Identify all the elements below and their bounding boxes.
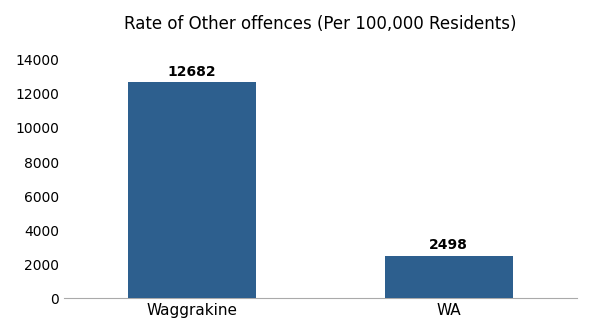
Text: 12682: 12682 (168, 65, 216, 79)
Bar (128, 82, 256, 298)
Text: 2498: 2498 (429, 238, 468, 252)
Bar (385, 256, 513, 298)
Title: Rate of Other offences (Per 100,000 Residents): Rate of Other offences (Per 100,000 Resi… (124, 15, 517, 33)
